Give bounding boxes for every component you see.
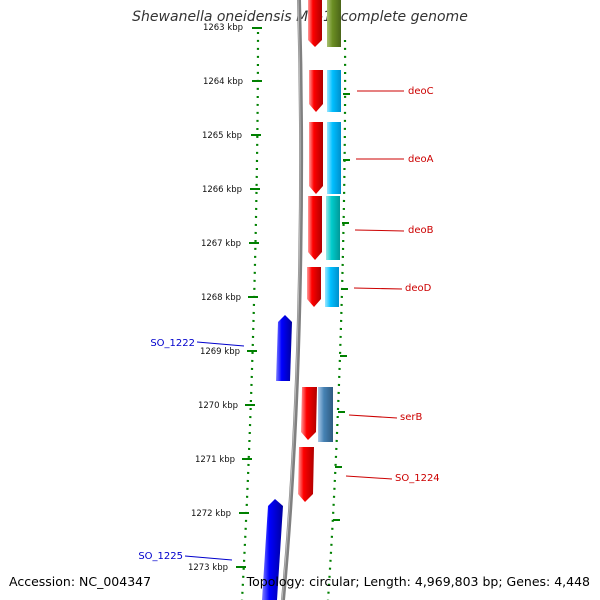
gene-arrow-forward[interactable] [308,0,322,47]
cds-feature[interactable] [326,196,340,260]
gene-label-deoA[interactable]: deoA [408,154,434,165]
leader-line [353,287,403,290]
genome-summary: Topology: circular; Length: 4,969,803 bp… [246,574,590,589]
tick-labels: 1263 kbp 1264 kbp 1265 kbp 1266 kbp 1267… [188,23,243,573]
gene-arrow-forward[interactable] [307,267,321,307]
gene-arrow-forward[interactable] [309,70,323,112]
tick-label: 1268 kbp [201,293,241,303]
tick-label: 1272 kbp [191,509,231,519]
reverse-genes [262,315,292,600]
cds-feature[interactable] [325,267,339,307]
outer-ring-guide [326,39,347,600]
cds-feature[interactable] [327,70,341,112]
gene-arrow-reverse[interactable] [276,315,292,381]
gene-labels: deoC deoA deoB deoD serB SO_1224 SO_1222… [138,86,439,562]
gene-label-SO_1225[interactable]: SO_1225 [138,551,183,562]
tick-label: 1263 kbp [203,23,243,33]
gene-arrow-forward[interactable] [301,387,317,440]
tick-label: 1271 kbp [195,455,235,465]
cds-feature[interactable] [327,122,341,194]
tick-label: 1266 kbp [202,185,242,195]
leader-line [196,341,245,347]
gene-label-deoC[interactable]: deoC [408,86,434,97]
leader-line [184,555,233,561]
gene-arrow-forward[interactable] [298,447,314,502]
gene-label-deoD[interactable]: deoD [405,283,432,294]
tick-label: 1269 kbp [200,347,240,357]
gene-arrow-reverse[interactable] [262,499,283,600]
gene-label-SO_1224[interactable]: SO_1224 [395,473,440,484]
tick-label: 1270 kbp [198,401,238,411]
cds-track [318,0,341,442]
gene-label-serB[interactable]: serB [400,412,422,423]
tick-label: 1265 kbp [202,131,242,141]
leader-line [354,229,405,232]
tick-label: 1264 kbp [203,77,243,87]
gene-arrow-forward[interactable] [309,122,323,194]
leader-line [345,475,393,480]
label-leaders [184,90,405,561]
backbone-highlight [281,0,301,600]
tick-label: 1273 kbp [188,563,228,573]
accession-label: Accession: NC_004347 [9,574,152,589]
tick-marks [236,27,350,568]
backbone-axis [281,0,304,600]
gene-label-deoB[interactable]: deoB [408,225,434,236]
cds-feature[interactable] [318,387,333,442]
gene-arrow-forward[interactable] [308,196,322,260]
gene-label-SO_1222[interactable]: SO_1222 [150,338,195,349]
inner-ring-guide [240,31,260,600]
forward-genes [298,0,323,502]
cds-feature[interactable] [327,0,341,47]
leader-line [348,414,398,419]
tick-label: 1267 kbp [201,239,241,249]
